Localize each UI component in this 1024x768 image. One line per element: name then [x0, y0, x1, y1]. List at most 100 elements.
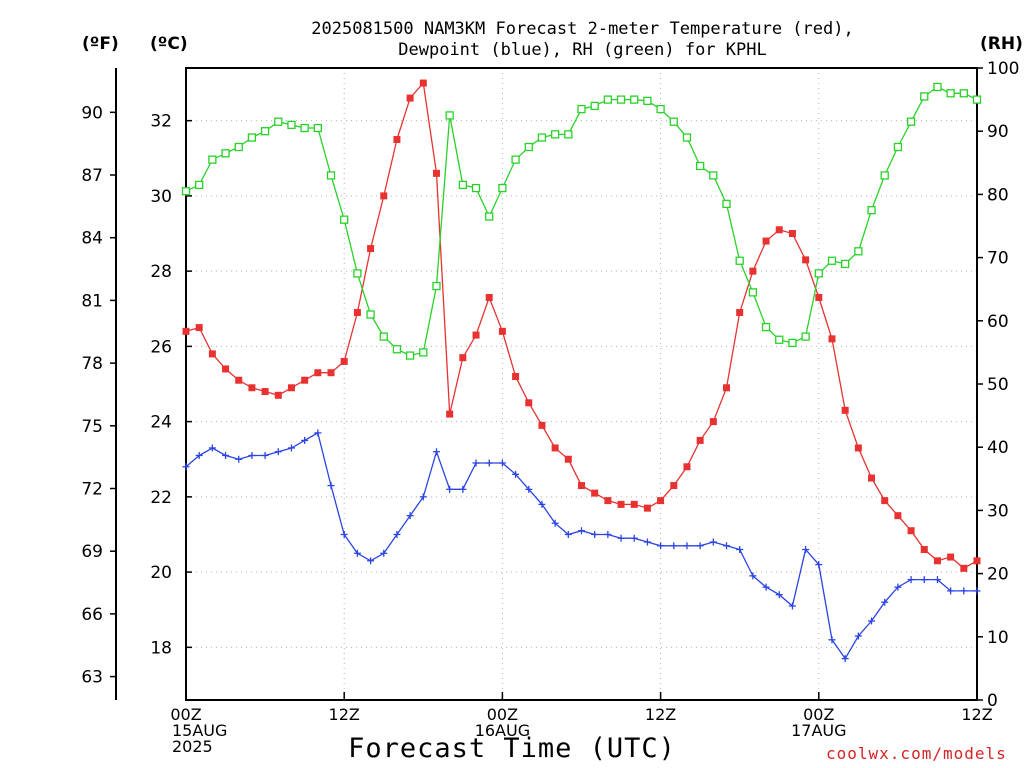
- data-point: [314, 369, 322, 377]
- rh-tick-label: 80: [987, 185, 1009, 205]
- data-point: [498, 459, 506, 467]
- data-point: [419, 493, 427, 501]
- data-point: [814, 269, 823, 278]
- rh-tick-label: 60: [987, 312, 1009, 332]
- fahrenheit-tick-label: 78: [81, 354, 103, 374]
- data-point: [432, 448, 440, 456]
- data-series: [181, 79, 982, 663]
- data-point: [393, 530, 401, 538]
- data-point: [287, 444, 295, 452]
- celsius-tick-label: 22: [150, 488, 172, 508]
- data-point: [511, 155, 520, 164]
- data-point: [841, 406, 849, 414]
- data-point: [380, 549, 388, 557]
- data-point: [222, 365, 230, 373]
- data-point: [353, 309, 361, 317]
- fahrenheit-tick-label: 63: [81, 668, 103, 688]
- data-point: [670, 542, 678, 550]
- data-point: [419, 348, 428, 357]
- data-point: [498, 327, 506, 335]
- data-point: [828, 636, 836, 644]
- data-point: [274, 448, 282, 456]
- data-point: [208, 350, 216, 358]
- data-point: [366, 310, 375, 319]
- fahrenheit-tick-label: 87: [81, 166, 103, 186]
- data-point: [392, 345, 402, 354]
- data-point: [564, 530, 572, 538]
- data-point: [960, 587, 968, 595]
- data-point: [472, 459, 480, 467]
- fahrenheit-tick-label: 81: [81, 291, 103, 311]
- x-tick-label: 00Z: [803, 705, 834, 724]
- data-point: [749, 267, 757, 275]
- data-point: [920, 576, 928, 584]
- rh-unit-label: (RH): [980, 34, 1023, 54]
- data-point: [300, 123, 309, 133]
- data-point: [801, 332, 810, 341]
- data-point: [247, 133, 257, 142]
- fahrenheit-unit-label: (ºF): [82, 34, 119, 54]
- series-2-meter-temperature: [182, 79, 981, 572]
- data-point: [301, 436, 309, 444]
- axes: 18 20 22 24 26 28 30 32 63 66 69 72 75 78 81 84 87 90 0 10 2…: [81, 59, 1019, 756]
- data-point: [947, 553, 955, 561]
- data-point: [406, 94, 414, 102]
- data-point: [630, 500, 638, 508]
- data-point: [761, 322, 771, 332]
- data-point: [550, 130, 560, 139]
- data-point: [828, 335, 836, 343]
- x-tick-label: 15AUG: [172, 721, 227, 740]
- source-credit: coolwx.com/models: [826, 744, 1007, 763]
- data-point: [340, 530, 348, 538]
- grid-lines: [186, 68, 977, 700]
- data-point: [920, 92, 929, 101]
- data-point: [867, 206, 876, 215]
- data-point: [630, 95, 639, 104]
- data-point: [459, 485, 467, 493]
- data-point: [657, 542, 665, 550]
- data-point: [604, 530, 612, 538]
- data-point: [683, 542, 691, 550]
- data-point: [432, 169, 440, 177]
- data-point: [775, 226, 783, 234]
- data-point: [657, 497, 665, 505]
- data-point: [749, 572, 757, 580]
- data-point: [972, 95, 982, 104]
- series-line: [185, 81, 978, 570]
- data-point: [208, 155, 217, 164]
- data-point: [696, 436, 704, 444]
- data-point: [669, 117, 678, 126]
- fahrenheit-tick-label: 69: [81, 542, 103, 562]
- data-point: [195, 451, 203, 459]
- data-point: [959, 89, 968, 98]
- fahrenheit-tick-label: 72: [81, 479, 103, 499]
- data-point: [709, 171, 718, 180]
- data-point: [709, 418, 717, 426]
- data-point: [590, 101, 599, 111]
- data-point: [854, 632, 862, 640]
- data-point: [182, 327, 190, 335]
- data-point: [643, 504, 651, 512]
- data-point: [802, 546, 810, 554]
- rh-tick-label: 100: [987, 59, 1019, 79]
- data-point: [591, 489, 599, 497]
- data-point: [181, 187, 191, 196]
- data-point: [261, 388, 269, 396]
- data-point: [406, 512, 414, 520]
- x-tick-label: 2025: [172, 737, 213, 756]
- data-point: [195, 180, 204, 190]
- rh-tick-label: 10: [987, 628, 1009, 648]
- data-point: [538, 500, 546, 508]
- data-point: [525, 485, 533, 493]
- data-point: [973, 587, 981, 595]
- data-point: [788, 230, 796, 238]
- rh-tick-label: 50: [987, 375, 1009, 395]
- data-point: [947, 587, 955, 595]
- data-point: [933, 557, 941, 565]
- data-point: [841, 655, 849, 663]
- data-point: [446, 410, 454, 418]
- data-point: [696, 161, 705, 171]
- data-point: [907, 527, 915, 535]
- data-point: [722, 199, 731, 209]
- data-point: [537, 133, 547, 142]
